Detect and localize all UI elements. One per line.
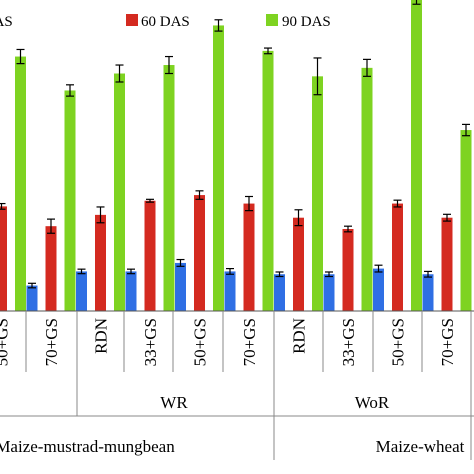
bar-30-das-9: [422, 274, 434, 311]
category-label-9: 70+GS: [438, 318, 457, 366]
bar-60-das-2: [95, 214, 106, 311]
error-bar-90-das-4: [214, 19, 223, 32]
error-bar-30-das-3: [127, 268, 135, 275]
category-label-4: 50+GS: [191, 318, 210, 366]
bar-90-das-9: [460, 130, 472, 311]
error-bar-90-das-0: [16, 48, 25, 65]
error-bar-30-das-9: [424, 270, 432, 278]
plot-area: [0, 0, 472, 312]
bar-60-das-4: [194, 195, 205, 311]
group-label-wr: WR: [160, 393, 188, 412]
error-bar-30-das-5: [226, 267, 234, 275]
error-bar-90-das-9: [462, 123, 470, 137]
error-bar-60-das-9: [443, 213, 451, 222]
error-bar-60-das-7: [344, 225, 352, 233]
bar-90-das-1: [64, 90, 76, 312]
category-label-8: 50+GS: [389, 318, 408, 366]
error-bar-30-das-2: [77, 268, 86, 275]
error-bar-60-das-0: [0, 202, 6, 210]
bar-30-das-8: [373, 268, 384, 311]
bar-30-das-6: [274, 274, 285, 311]
error-bar-90-das-2: [115, 64, 124, 83]
error-bar-90-das-3: [165, 55, 173, 75]
legend-label-90-das: 90 DAS: [282, 14, 331, 30]
category-label-6: RDN: [290, 318, 309, 354]
error-bar-60-das-8: [393, 199, 402, 208]
error-bar-30-das-1: [28, 282, 36, 289]
error-bar-30-das-8: [374, 264, 383, 273]
category-label-0: 50+GS: [0, 318, 12, 366]
bar-30-das-2: [76, 271, 87, 311]
bar-90-das-4: [213, 25, 224, 311]
category-label-2: RDN: [92, 318, 111, 354]
error-bar-90-das-7: [363, 58, 371, 77]
legend-swatch-90-das: [266, 14, 278, 26]
error-bar-30-das-4: [176, 258, 185, 267]
error-bar-90-das-8: [412, 0, 421, 5]
bar-90-das-5: [262, 50, 274, 312]
category-label-1: 70+GS: [42, 318, 61, 366]
category-label-5: 70+GS: [240, 318, 259, 366]
bar-90-das-3: [163, 65, 175, 311]
error-bar-60-das-5: [245, 195, 253, 212]
category-label-3: 33+GS: [141, 318, 160, 366]
bar-30-das-5: [224, 271, 236, 311]
error-bar-30-das-6: [275, 271, 284, 278]
error-bar-60-das-2: [96, 206, 105, 224]
category-labels: 50+GS 70+GS RDN 33+GS 50+GS 70+GS RDN 33+GS 50+G…: [0, 318, 457, 366]
bar-60-das-6: [293, 217, 304, 311]
error-bar-90-das-6: [313, 57, 322, 96]
error-bar-60-das-6: [294, 209, 303, 227]
error-bar-90-das-1: [66, 84, 74, 97]
bar-60-das-7: [342, 229, 354, 311]
bar-60-das-8: [392, 203, 403, 311]
bar-90-das-2: [114, 73, 125, 311]
bar-90-das-8: [411, 0, 422, 311]
bar-60-das-1: [45, 226, 57, 311]
group-label-wor: WoR: [355, 393, 390, 412]
system-label-right: Maize-wheat: [376, 437, 465, 456]
bar-30-das-7: [323, 274, 335, 311]
error-bar-90-das-5: [264, 47, 272, 55]
error-bar-30-das-7: [325, 271, 333, 278]
error-bar-60-das-1: [47, 218, 55, 234]
bar-90-das-7: [361, 67, 373, 311]
legend-label-60-das: 60 DAS: [141, 14, 190, 30]
bar-90-das-6: [312, 76, 323, 311]
legend-label-30-das: 30 DAS: [0, 14, 13, 30]
bar-90-das-0: [15, 56, 26, 311]
error-bar-60-das-4: [195, 190, 204, 200]
legend-swatch-60-das: [126, 14, 138, 26]
bar-30-das-3: [125, 271, 137, 311]
bar-60-das-5: [243, 203, 255, 311]
bar-60-das-9: [441, 217, 453, 311]
category-separators: [0, 311, 474, 460]
bar-60-das-3: [144, 200, 156, 311]
system-label-left: Maize-mustrad-mungbean: [0, 437, 175, 456]
bar-30-das-1: [26, 285, 38, 311]
legend: 30 DAS 60 DAS 90 DAS: [0, 14, 331, 30]
bar-30-das-4: [175, 262, 186, 311]
bar-60-das-0: [0, 206, 7, 311]
category-label-7: 33+GS: [339, 318, 358, 366]
error-bar-60-das-3: [146, 198, 154, 203]
